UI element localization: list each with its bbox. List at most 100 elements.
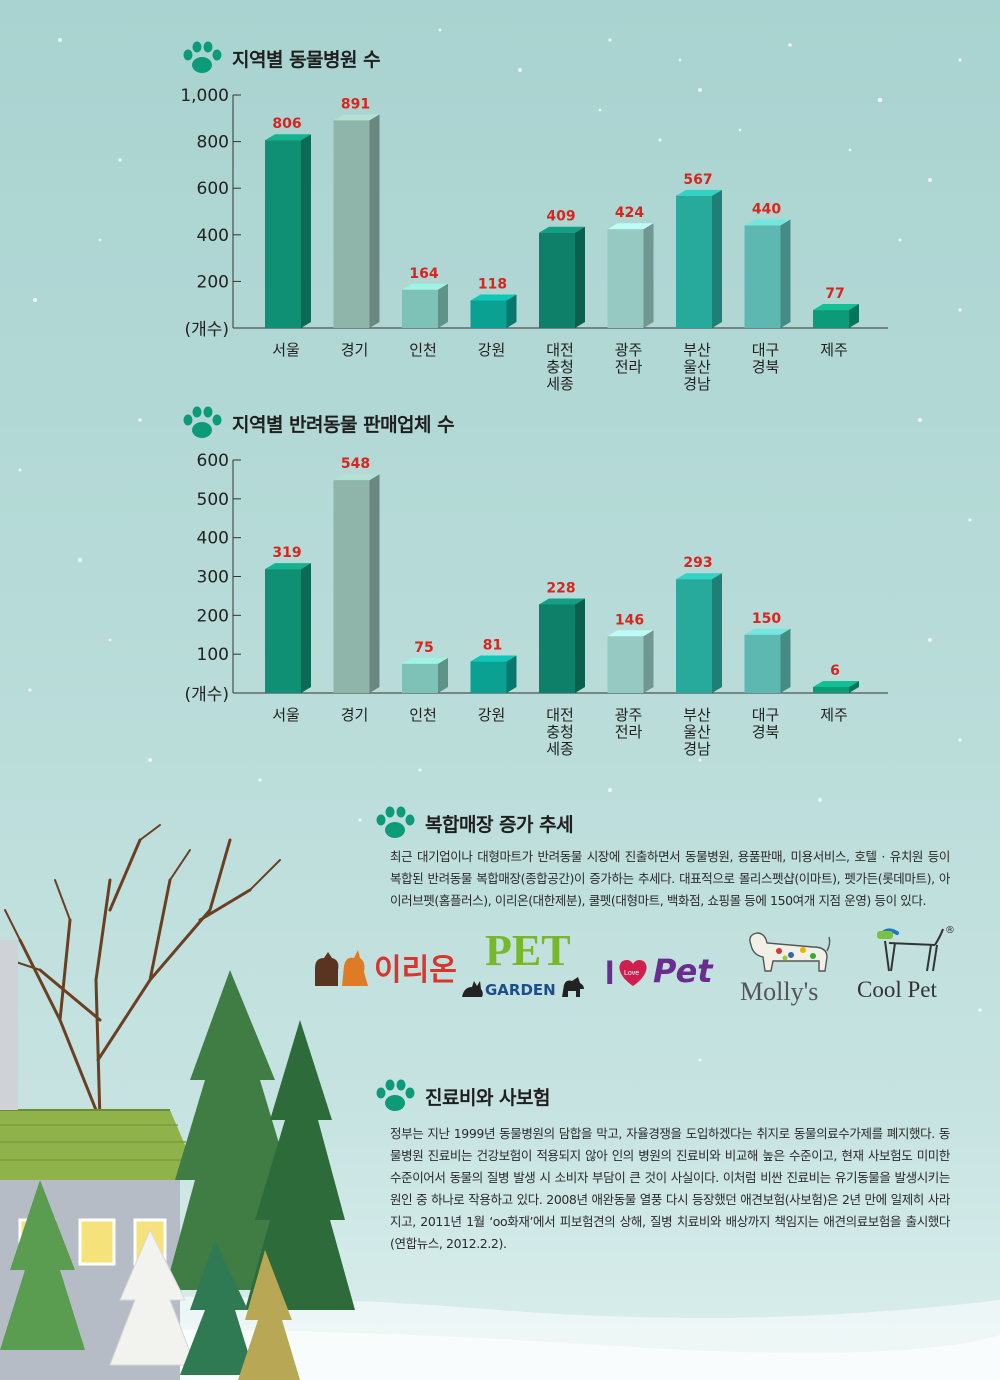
bar [676,573,722,693]
data-label: 77 [825,286,844,302]
bar [539,598,585,693]
y-tick-label: 300 [197,568,229,588]
bar-side [301,134,311,328]
pine-trees-icon [0,970,355,1380]
x-tick-label: 전라 [615,358,643,376]
bar-top [470,655,517,662]
bare-tree-icon [4,824,281,1380]
bar-top [607,630,654,637]
bar-side [438,657,448,693]
bar [402,283,448,328]
bar [744,219,791,328]
bar [333,474,380,693]
x-tick-label: 대구 [752,341,780,359]
bar-front [676,579,712,693]
x-tick-label: 제주 [820,341,848,359]
bar [265,134,311,328]
bar [265,563,311,693]
bar-top [676,189,722,196]
bar-front [539,604,575,693]
x-tick-label: 세종 [546,375,574,393]
y-tick-label: 500 [197,490,229,510]
bar-side [643,630,654,693]
bar-side [506,294,517,328]
chart-hospitals: 1,000 800 600 400 200 (개수) 806 서울 891 경기 164 인천 118 강… [170,85,900,409]
cat-silhouette-icon [462,981,483,997]
bar-front [607,636,644,693]
section4-title-block: 진료비와 사보험 [373,1078,550,1114]
data-label: 319 [272,545,301,561]
data-label: 293 [683,555,712,571]
x-tick-label: 인천 [409,706,437,724]
bar [676,189,722,328]
x-tick-label: 충청 [546,358,574,376]
y-tick-label: 600 [197,179,229,199]
x-tick-label: 대구 [752,706,780,724]
bar [402,657,448,693]
x-tick-label: 대전 [546,706,574,724]
logo-pet-text: PET [485,926,571,975]
data-label: 891 [341,96,370,112]
dog-silhouette-icon [562,977,584,997]
bar-front [470,300,507,328]
bar-front [607,229,644,328]
bar-side [506,655,517,693]
y-unit-label: (개수) [184,320,229,340]
bar-front [402,663,438,693]
y-tick-label: 400 [197,226,229,246]
bar [470,294,517,328]
bar-front [744,225,781,328]
bar [607,630,654,693]
data-label: 150 [752,611,781,627]
svg-text:I: I [605,954,614,992]
y-unit-label: (개수) [184,685,229,705]
x-tick-label: 서울 [272,341,300,359]
chart1-title: 지역별 동물병원 수 [232,48,381,71]
data-label: 424 [615,205,644,221]
logo-ilove-pet-text: Pet [653,952,713,990]
section3-body: 최근 대기업이나 대형마트가 반려동물 시장에 진출하면서 동물병원, 용품판매… [390,849,950,908]
bar-top [813,681,859,687]
x-tick-label: 부산 [683,341,711,359]
data-label: 164 [409,266,438,282]
x-tick-label: 전라 [615,723,643,741]
logo-i-love-pet: I Love Pet [605,950,713,992]
bar-side [575,598,585,693]
bar-front [333,480,370,693]
section4-title: 진료비와 사보험 [425,1086,550,1109]
bar-top [470,294,517,301]
data-label: 228 [546,580,575,596]
data-label: 146 [615,612,644,628]
data-label: 75 [414,640,433,656]
bar-side [369,114,380,328]
bar-top [402,283,448,290]
bar-side [712,573,722,693]
bar-top [333,474,380,481]
bar-side [780,219,791,328]
bar-front [539,232,575,328]
y-tick-label: 1,000 [180,86,229,106]
logo-mollys: Molly's [735,925,845,1010]
data-label: 567 [683,172,712,188]
logo-ilion: 이리온 [310,945,457,989]
bar-top [539,226,585,233]
chart1-title-block: 지역별 동물병원 수 [180,40,381,76]
bar-side [712,189,722,328]
logo-garden-text: GARDEN [485,981,556,999]
cool-pet-mark-icon [877,928,944,972]
x-tick-label: 울산 [683,723,711,741]
x-tick-label: 경기 [341,706,369,724]
x-tick-label: 울산 [683,358,711,376]
x-tick-label: 경기 [341,341,369,359]
dachshund-icon [749,932,831,972]
bar-top [402,657,448,664]
brand-logos: 이리온 PET GARDEN I Love Pet Molly's ® Cool… [305,925,965,1015]
data-label: 81 [483,638,502,654]
y-tick-label: 400 [197,529,229,549]
bar-top [333,114,380,121]
section3-title: 복합매장 증가 추세 [425,813,574,836]
bar-top [265,134,311,141]
bar-side [780,628,791,693]
bar [470,655,517,693]
x-tick-label: 경북 [752,723,780,741]
